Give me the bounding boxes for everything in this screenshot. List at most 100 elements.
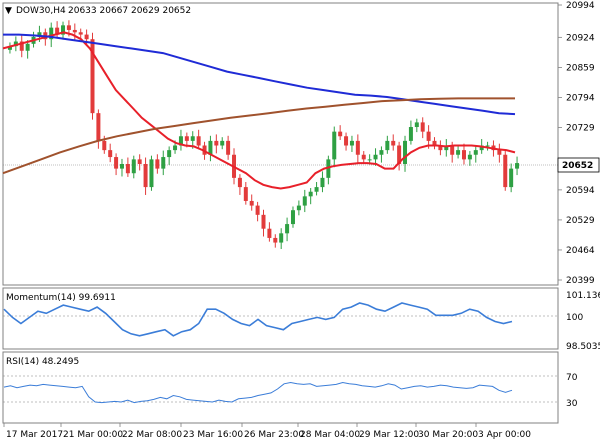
candle-body [19,41,24,51]
candle-body [208,140,213,155]
candle-body [290,210,295,225]
time-tick-label: 29 Mar 12:00 [359,430,419,440]
rsi-70-tick: 70 [566,373,578,383]
time-tick-label: 17 Mar 2017 [6,430,63,440]
candle-body [332,131,337,160]
candle-body [397,145,402,164]
candle-body [55,27,60,35]
candle-body [444,145,449,151]
candle-body [308,191,313,197]
collapse-arrow-icon[interactable]: ▼ [5,6,12,16]
candle-body [137,159,142,164]
candle-body [296,205,301,211]
price-tick-label: 20729 [566,123,595,133]
price-tick-label: 20859 [566,63,595,73]
time-tick-label: 21 Mar 00:00 [63,430,123,440]
candle-body [155,159,160,169]
candle-body [102,140,107,151]
price-tick-label: 20594 [566,186,595,196]
moving-averages [2,31,516,190]
candle-body [143,163,148,188]
candle-body [408,127,413,141]
candle-body [432,140,437,146]
price-tick-label: 20464 [566,246,595,256]
time-tick-label: 26 Mar 23:00 [244,430,304,440]
candle-body [243,187,248,201]
candle-body [178,136,183,146]
candle-body [190,136,195,141]
candle-body [49,27,54,40]
price-tick-label: 20924 [566,33,595,43]
candle-body [385,140,390,151]
candle-body [503,154,508,188]
moving-average-line [2,31,516,190]
candle-body [249,200,254,206]
candle-body [373,154,378,160]
moving-average-line [2,97,515,175]
candle-body [267,228,272,238]
momentum-min-tick: 98.5035 [566,342,600,352]
candle-body [320,177,325,188]
candle-body [61,25,66,35]
candle-body [78,32,83,35]
candle-body [90,39,95,114]
candle-body [420,122,425,132]
price-candles [7,20,520,250]
candle-body [361,154,366,160]
symbol-label: DOW30,H4 [16,6,66,16]
candle-body [426,131,431,141]
candle-body [149,159,154,188]
candle-body [173,145,178,151]
candle-body [285,224,290,234]
momentum-line [3,302,513,337]
candle-body [279,233,284,243]
candle-body [125,163,130,174]
candle-body [119,163,124,169]
candle-body [473,150,478,155]
candle-body [467,154,472,160]
candle-body [255,205,260,215]
candle-body [497,150,502,155]
momentum-mid-tick: 100 [566,313,583,323]
candle-body [391,140,396,146]
candle-body [438,145,443,151]
current-price-tag-box [557,157,600,173]
candle-body [273,237,278,243]
time-tick-label: 3 Apr 00:00 [478,430,531,440]
candle-body [509,168,514,188]
rsi-line [3,381,513,404]
time-tick-label: 30 Mar 20:00 [418,430,478,440]
candle-body [450,145,455,155]
rsi-label: RSI(14) 48.2495 [6,357,79,367]
candle-body [96,113,101,141]
candle-body [302,196,307,206]
price-tick-label: 20794 [566,93,595,103]
candle-body [344,136,349,146]
candle-body [25,43,30,51]
time-tick-label: 23 Mar 16:00 [183,430,243,440]
candle-body [131,159,136,174]
time-tick-label: 22 Mar 08:00 [122,430,182,440]
candle-body [479,145,484,151]
candle-body [13,41,18,47]
candle-body [485,145,490,147]
candle-body [226,140,231,155]
candle-body [367,159,372,161]
candle-body [349,140,354,146]
candle-body [403,140,408,164]
candle-body [314,187,319,192]
candle-body [167,150,172,158]
momentum-max-tick: 101.1365 [566,291,600,301]
ohlc-readout: 20633 20667 20629 20652 [68,6,191,16]
candle-body [338,131,343,137]
candle-body [379,150,384,155]
candle-body [114,157,119,169]
candle-body [220,140,225,146]
price-tick-label: 20994 [566,1,595,11]
candle-body [37,32,42,37]
candle-body [237,177,242,188]
candle-body [196,136,201,146]
candle-body [84,34,89,40]
